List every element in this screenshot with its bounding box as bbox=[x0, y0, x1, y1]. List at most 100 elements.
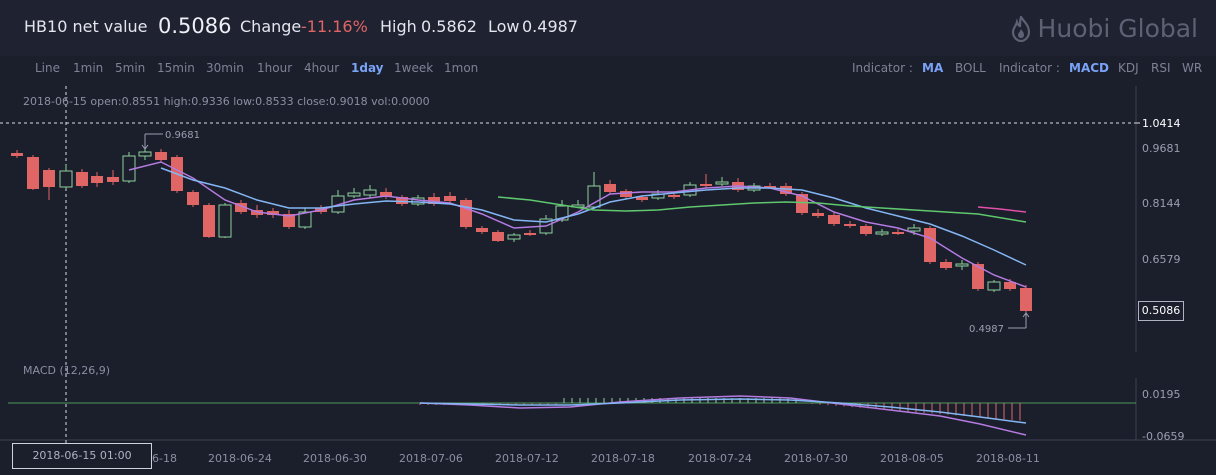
toolbar: Line 1min 5min 15min 30min 1hour 4hour 1… bbox=[0, 56, 1216, 82]
candlestick-series bbox=[11, 148, 1032, 313]
min-price-label: 0.4987 bbox=[969, 324, 1004, 335]
candle-body bbox=[283, 214, 295, 227]
candle-body bbox=[27, 157, 39, 189]
candle-body bbox=[892, 232, 904, 234]
candle-body bbox=[715, 181, 729, 185]
candle-body bbox=[860, 226, 872, 234]
candle-body bbox=[940, 262, 952, 268]
candle-body bbox=[828, 215, 840, 224]
macd-indicator-label: MACD (12,26,9) bbox=[23, 364, 111, 377]
candle-body bbox=[507, 234, 521, 240]
ohlc-readout: 2018-06-15 open:0.8551 high:0.9336 low:0… bbox=[23, 95, 430, 108]
candle-body bbox=[604, 184, 616, 192]
indicator-macd[interactable]: MACD bbox=[1069, 61, 1109, 75]
candle-body bbox=[428, 197, 440, 204]
candle-body bbox=[524, 233, 536, 235]
period-1min[interactable]: 1min bbox=[73, 61, 104, 75]
candle-body bbox=[636, 197, 648, 200]
date-label: 2018-07-24 bbox=[688, 452, 752, 465]
indicator-boll[interactable]: BOLL bbox=[955, 61, 986, 75]
price-tick: 0.6579 bbox=[1142, 253, 1181, 266]
price-tick: 1.0414 bbox=[1142, 117, 1181, 130]
period-15min[interactable]: 15min bbox=[157, 61, 195, 75]
period-1hour[interactable]: 1hour bbox=[257, 61, 293, 75]
candle-body bbox=[764, 186, 776, 188]
candle-body bbox=[187, 192, 199, 205]
sub-indicator-label: Indicator : bbox=[999, 61, 1060, 75]
candle-body bbox=[218, 204, 232, 238]
ma-line-fast bbox=[128, 161, 1027, 288]
low-value: 0.4987 bbox=[522, 17, 578, 36]
period-1day[interactable]: 1day bbox=[351, 61, 384, 75]
brand-name: Huobi Global bbox=[1037, 14, 1198, 43]
asset-title: HB10 net value bbox=[24, 17, 148, 36]
date-label: 2018-07-12 bbox=[495, 452, 559, 465]
period-4hour[interactable]: 4hour bbox=[304, 61, 340, 75]
candle-body bbox=[924, 228, 936, 262]
candle-body bbox=[91, 176, 103, 183]
net-value: 0.5086 bbox=[158, 14, 232, 38]
candle-body bbox=[844, 224, 856, 226]
date-label: 2018-08-11 bbox=[976, 452, 1040, 465]
high-value: 0.5862 bbox=[421, 17, 477, 36]
candle-body bbox=[267, 211, 279, 215]
candle-body bbox=[396, 197, 408, 204]
header-bar: HB10 net value 0.5086 Change -11.16% Hig… bbox=[0, 0, 1216, 56]
candle-body bbox=[1020, 288, 1032, 311]
candle-body bbox=[780, 186, 792, 194]
low-label: Low bbox=[488, 17, 520, 36]
date-label: 2018-07-18 bbox=[591, 452, 655, 465]
candle-body bbox=[796, 194, 808, 213]
indicator-kdj[interactable]: KDJ bbox=[1118, 61, 1139, 75]
period-30min[interactable]: 30min bbox=[206, 61, 244, 75]
candle-body bbox=[492, 232, 504, 241]
date-label: 2018-06-30 bbox=[303, 452, 367, 465]
period-5min[interactable]: 5min bbox=[115, 61, 146, 75]
candle-body bbox=[460, 200, 472, 227]
candle-body bbox=[476, 228, 488, 232]
candle-body bbox=[700, 184, 712, 186]
candle-body bbox=[203, 205, 215, 237]
flame-icon bbox=[1011, 15, 1030, 42]
min-price-annotation: 0.4987 bbox=[969, 312, 1030, 335]
ma-line-mid bbox=[160, 167, 1027, 266]
macd-tick: 0.0195 bbox=[1142, 388, 1181, 401]
high-label: High bbox=[380, 17, 417, 36]
candle-body bbox=[987, 281, 1001, 291]
indicator-rsi[interactable]: RSI bbox=[1151, 61, 1171, 75]
period-1mon[interactable]: 1mon bbox=[444, 61, 479, 75]
macd-dea-line bbox=[419, 398, 1027, 424]
candle-body bbox=[444, 196, 456, 201]
candle-body bbox=[138, 151, 152, 157]
ma-line-long bbox=[977, 206, 1027, 213]
candle-body bbox=[972, 264, 984, 289]
date-label: 2018-07-06 bbox=[399, 452, 463, 465]
candle-body bbox=[955, 263, 969, 267]
candle-body bbox=[907, 227, 921, 232]
brand-logo: Huobi Global bbox=[1010, 14, 1198, 43]
candle-body bbox=[363, 189, 377, 196]
ma-line-slow bbox=[497, 196, 1027, 223]
date-label: 6-18 bbox=[152, 452, 177, 465]
candle-body bbox=[812, 213, 824, 216]
price-tick: 0.9681 bbox=[1142, 142, 1181, 155]
period-1week[interactable]: 1week bbox=[394, 61, 434, 75]
date-label: 2018-08-05 bbox=[880, 452, 944, 465]
candle-body bbox=[155, 152, 167, 160]
candle-body bbox=[875, 231, 889, 235]
macd-histogram bbox=[419, 398, 1021, 421]
date-label: 2018-06-24 bbox=[208, 452, 272, 465]
price-tick: 0.8144 bbox=[1142, 197, 1181, 210]
period-line[interactable]: Line bbox=[35, 61, 61, 75]
candle-body bbox=[298, 211, 312, 228]
change-value: -11.16% bbox=[301, 17, 368, 36]
macd-dif-line bbox=[419, 395, 1027, 436]
crosshair-date-box: 2018-06-15 01:00 bbox=[12, 443, 152, 469]
max-price-annotation: 0.9681 bbox=[141, 130, 200, 150]
candle-body bbox=[235, 203, 247, 212]
indicator-wr[interactable]: WR bbox=[1182, 61, 1203, 75]
current-price-marker: 0.5086 bbox=[1138, 301, 1184, 321]
main-indicator-label: Indicator : bbox=[852, 61, 913, 75]
price-chart[interactable]: 1.0414 0.9681 0.8144 0.6579 0.0195 -0.06… bbox=[0, 82, 1216, 475]
indicator-ma[interactable]: MA bbox=[922, 61, 944, 75]
